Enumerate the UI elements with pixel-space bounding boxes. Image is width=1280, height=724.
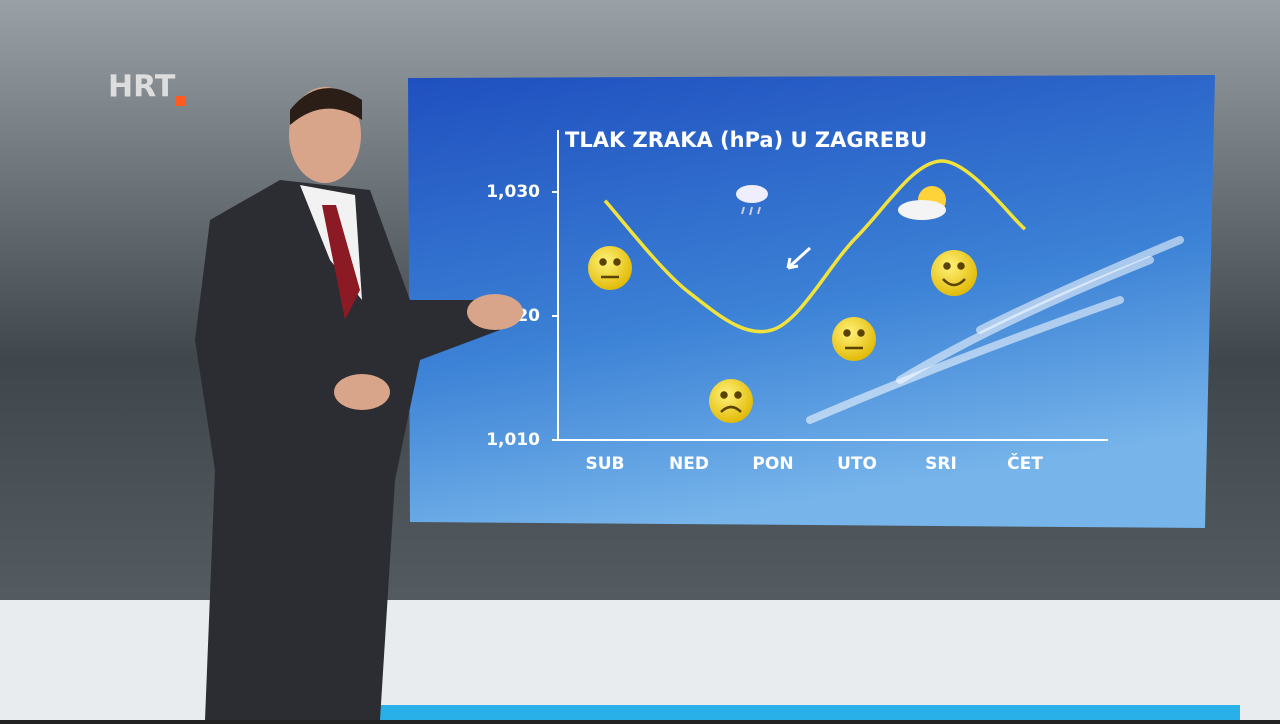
y-tick-label: 1,030: [486, 182, 540, 202]
x-tick-label: SRI: [925, 454, 957, 474]
x-tick-label: NED: [669, 454, 709, 474]
y-tick-label: 1,010: [486, 430, 540, 450]
smileys: [588, 246, 977, 423]
x-tick-label: SUB: [585, 454, 624, 474]
logo: HRT: [108, 70, 176, 105]
logo-dot: [176, 96, 186, 106]
clouds: [806, 236, 1184, 424]
x-tick-label: ČET: [1007, 452, 1043, 474]
weather-icons: [736, 185, 946, 270]
x-tick-label: PON: [752, 454, 793, 474]
pressure-line: [603, 159, 1027, 334]
chart-panel: [408, 75, 1215, 528]
floor-stripe: [340, 705, 1240, 720]
floor: [0, 600, 1280, 720]
x-tick-label: UTO: [837, 454, 877, 474]
chart-title: TLAK ZRAKA (hPa) U ZAGREBU: [565, 128, 927, 152]
presenter: [195, 87, 523, 720]
